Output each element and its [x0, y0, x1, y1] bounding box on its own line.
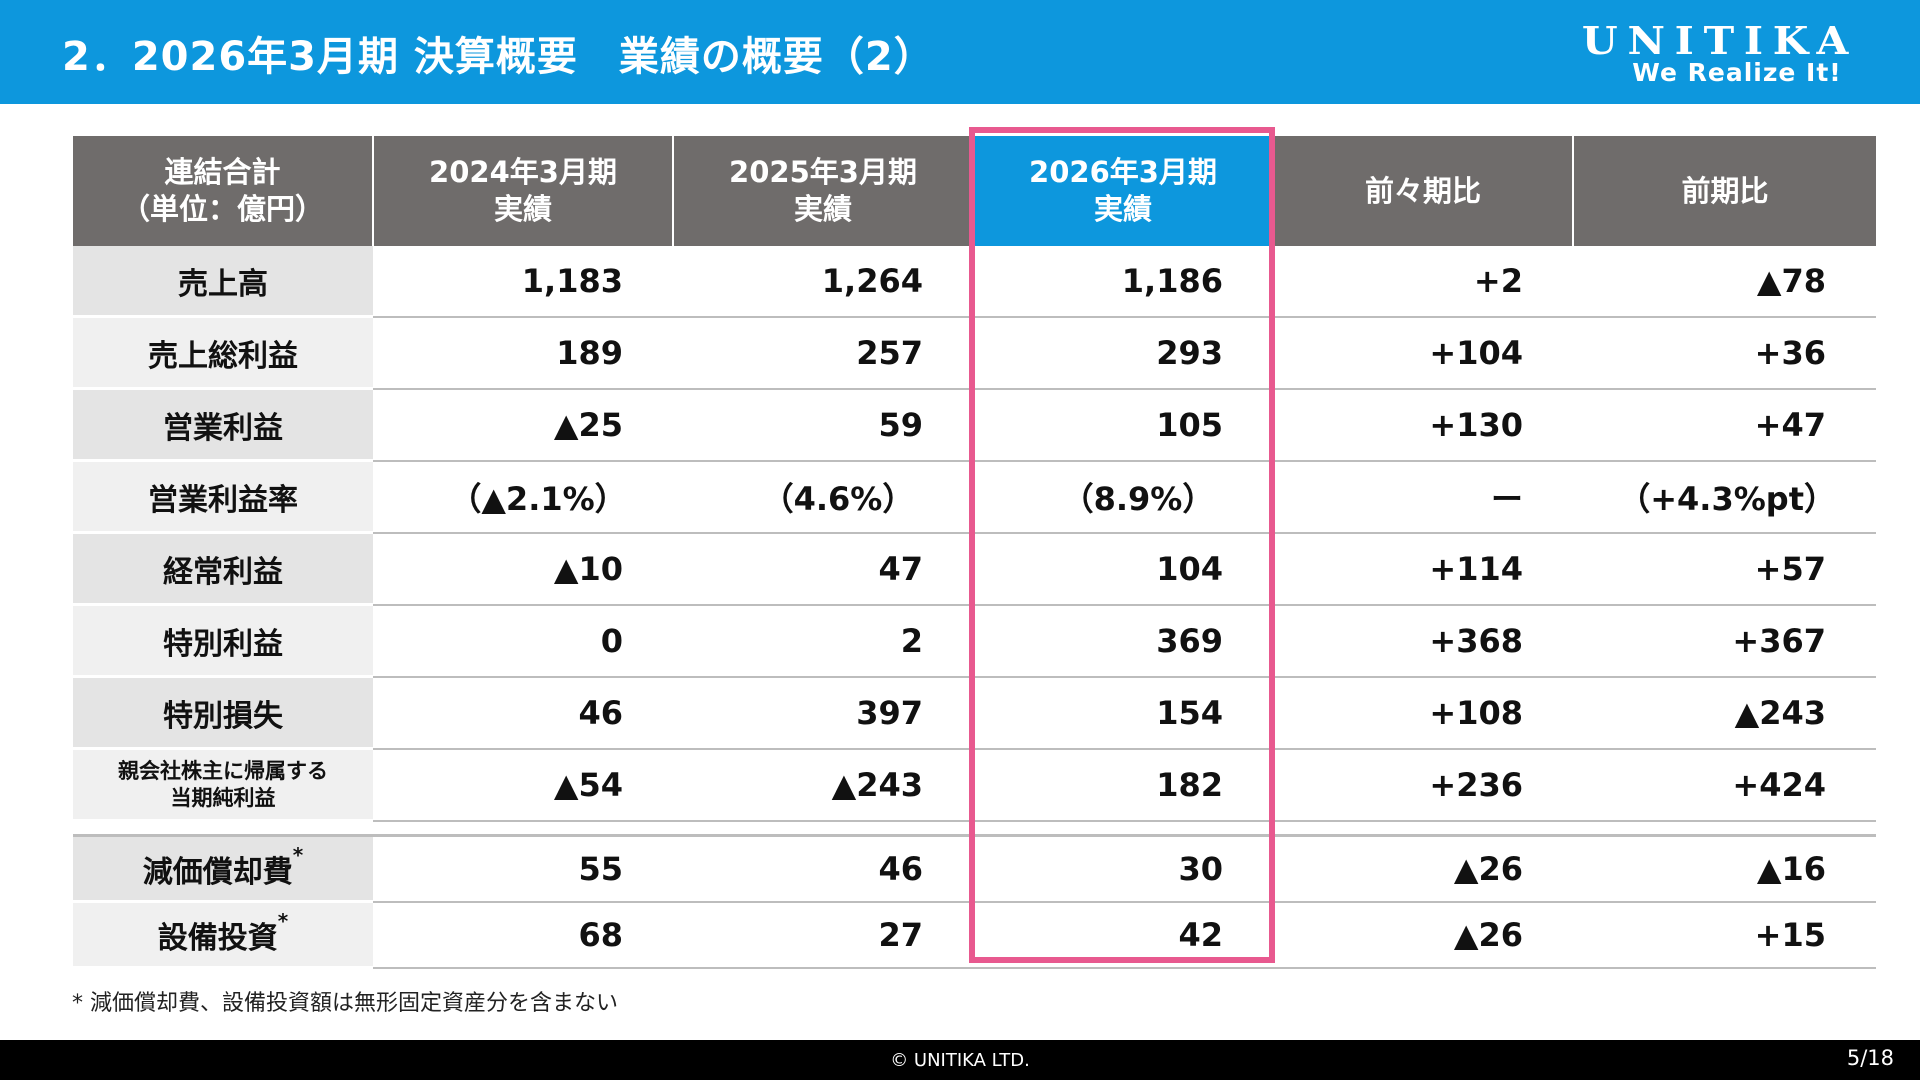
cell-value: 46 — [673, 835, 973, 903]
cell-value: +114 — [1273, 532, 1573, 606]
column-header-vs-two-years-ago: 前々期比 — [1272, 136, 1573, 246]
cell-value: 42 — [973, 901, 1273, 969]
cell-value: ー — [1273, 460, 1573, 534]
cell-value: 189 — [373, 316, 673, 390]
column-header-fy2026: 2026年3月期 実績 — [972, 136, 1273, 246]
table-row: 売上総利益 189 257 293 +104 +36 — [73, 316, 1876, 390]
cell-value: +368 — [1273, 604, 1573, 678]
table-row: 特別利益 0 2 369 +368 +367 — [73, 604, 1876, 678]
logo-brand: UNITIKA — [1581, 18, 1859, 63]
row-label: 売上総利益 — [73, 316, 373, 390]
cell-value: 1,183 — [373, 246, 673, 318]
table-row: 減価償却費* 55 46 30 ▲26 ▲16 — [73, 835, 1876, 903]
cell-value: +36 — [1573, 316, 1876, 390]
table-row: 特別損失 46 397 154 +108 ▲243 — [73, 676, 1876, 750]
row-label: 特別利益 — [73, 604, 373, 678]
cell-value: 2 — [673, 604, 973, 678]
row-label: 減価償却費* — [73, 835, 373, 903]
cell-value: 68 — [373, 901, 673, 969]
table-row: 設備投資* 68 27 42 ▲26 +15 — [73, 901, 1876, 969]
column-header-label: 連結合計 （単位：億円） — [73, 136, 373, 246]
row-label: 親会社株主に帰属する 当期純利益 — [73, 748, 373, 822]
cell-value: +424 — [1573, 748, 1876, 822]
cell-value: ▲243 — [1573, 676, 1876, 750]
column-header-vs-previous-year: 前期比 — [1572, 136, 1876, 246]
cell-value: （8.9%） — [973, 460, 1273, 534]
cell-value: 104 — [973, 532, 1273, 606]
cell-value: +15 — [1573, 901, 1876, 969]
cell-value: ▲78 — [1573, 246, 1876, 318]
cell-value: 293 — [973, 316, 1273, 390]
footer-bar — [0, 1040, 1920, 1080]
cell-value: +47 — [1573, 388, 1876, 462]
cell-value: 59 — [673, 388, 973, 462]
cell-value: +2 — [1273, 246, 1573, 318]
cell-value: （4.6%） — [673, 460, 973, 534]
copyright-text: © UNITIKA LTD. — [890, 1050, 1030, 1071]
cell-value: 1,186 — [973, 246, 1273, 318]
cell-value: 182 — [973, 748, 1273, 822]
cell-value: 46 — [373, 676, 673, 750]
cell-value: （▲2.1%） — [373, 460, 673, 534]
page-number: 5/18 — [1846, 1046, 1894, 1070]
cell-value: 257 — [673, 316, 973, 390]
cell-value: 0 — [373, 604, 673, 678]
cell-value: +236 — [1273, 748, 1573, 822]
row-label: 営業利益 — [73, 388, 373, 462]
cell-value: （+4.3%pt） — [1573, 460, 1876, 534]
row-label: 設備投資* — [73, 901, 373, 969]
row-label: 特別損失 — [73, 676, 373, 750]
cell-value: 105 — [973, 388, 1273, 462]
table-separator — [73, 820, 1876, 837]
cell-value: ▲10 — [373, 532, 673, 606]
row-label: 営業利益率 — [73, 460, 373, 534]
table-header-row: 連結合計 （単位：億円） 2024年3月期 実績 2025年3月期 実績 2026年3… — [73, 136, 1876, 246]
cell-value: 154 — [973, 676, 1273, 750]
cell-value: +57 — [1573, 532, 1876, 606]
company-logo: UNITIKA We Realize It! — [1545, 18, 1895, 88]
cell-value: +104 — [1273, 316, 1573, 390]
table-row: 親会社株主に帰属する 当期純利益 ▲54 ▲243 182 +236 +424 — [73, 748, 1876, 822]
cell-value: 1,264 — [673, 246, 973, 318]
cell-value: +130 — [1273, 388, 1573, 462]
table-row: 経常利益 ▲10 47 104 +114 +57 — [73, 532, 1876, 606]
page-title: 2．2026年3月期 決算概要 業績の概要（2） — [62, 34, 935, 80]
logo-tagline: We Realize It! — [1632, 58, 1842, 87]
cell-value: 369 — [973, 604, 1273, 678]
cell-value: 27 — [673, 901, 973, 969]
cell-value: 47 — [673, 532, 973, 606]
column-header-fy2025: 2025年3月期 実績 — [672, 136, 973, 246]
cell-value: ▲243 — [673, 748, 973, 822]
column-header-fy2024: 2024年3月期 実績 — [372, 136, 673, 246]
table-row: 営業利益 ▲25 59 105 +130 +47 — [73, 388, 1876, 462]
footnote: * 減価償却費、設備投資額は無形固定資産分を含まない — [72, 991, 618, 1016]
cell-value: ▲26 — [1273, 835, 1573, 903]
row-label: 売上高 — [73, 246, 373, 318]
cell-value: ▲54 — [373, 748, 673, 822]
cell-value: ▲25 — [373, 388, 673, 462]
table-row: 営業利益率 （▲2.1%） （4.6%） （8.9%） ー （+4.3%pt） — [73, 460, 1876, 534]
cell-value: +108 — [1273, 676, 1573, 750]
cell-value: 397 — [673, 676, 973, 750]
header-bar: 2．2026年3月期 決算概要 業績の概要（2） UNITIKA We Real… — [0, 0, 1920, 104]
cell-value: ▲26 — [1273, 901, 1573, 969]
results-table: 連結合計 （単位：億円） 2024年3月期 実績 2025年3月期 実績 2026年3… — [73, 136, 1876, 969]
table-row: 売上高 1,183 1,264 1,186 +2 ▲78 — [73, 246, 1876, 318]
cell-value: 30 — [973, 835, 1273, 903]
row-label: 経常利益 — [73, 532, 373, 606]
cell-value: ▲16 — [1573, 835, 1876, 903]
cell-value: +367 — [1573, 604, 1876, 678]
cell-value: 55 — [373, 835, 673, 903]
